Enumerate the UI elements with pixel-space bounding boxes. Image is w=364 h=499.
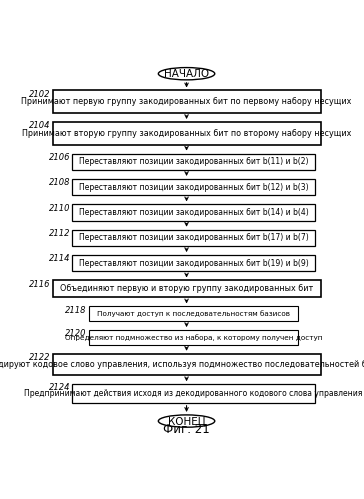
FancyBboxPatch shape: [72, 230, 315, 246]
Text: НАЧАЛО: НАЧАЛО: [164, 69, 209, 79]
FancyBboxPatch shape: [72, 179, 315, 195]
Text: 2104: 2104: [29, 121, 50, 130]
Text: Принимают первую группу закодированных бит по первому набору несущих: Принимают первую группу закодированных б…: [21, 97, 352, 106]
Text: Фиг. 21: Фиг. 21: [163, 423, 210, 436]
Text: Переставляют позиции закодированных бит b(11) и b(2): Переставляют позиции закодированных бит …: [79, 157, 308, 166]
Text: 2120: 2120: [66, 329, 87, 338]
Text: КОНЕЦ: КОНЕЦ: [168, 416, 205, 426]
Text: Объединяют первую и вторую группу закодированных бит: Объединяют первую и вторую группу закоди…: [60, 284, 313, 293]
FancyBboxPatch shape: [72, 154, 315, 170]
Text: 2114: 2114: [48, 254, 70, 263]
Text: 2110: 2110: [48, 204, 70, 213]
Text: Переставляют позиции закодированных бит b(19) и b(9): Переставляют позиции закодированных бит …: [79, 259, 308, 268]
Text: 2108: 2108: [48, 178, 70, 187]
FancyBboxPatch shape: [89, 306, 298, 321]
FancyBboxPatch shape: [72, 204, 315, 221]
Text: 2118: 2118: [66, 305, 87, 314]
Text: Принимают вторую группу закодированных бит по второму набору несущих: Принимают вторую группу закодированных б…: [22, 129, 351, 138]
Text: 2122: 2122: [29, 353, 50, 362]
Text: Декодируют кодовое слово управления, используя подмножество последовательностей : Декодируют кодовое слово управления, исп…: [0, 360, 364, 369]
Ellipse shape: [158, 415, 215, 427]
Text: Получают доступ к последовательностям базисов: Получают доступ к последовательностям ба…: [97, 310, 290, 317]
Text: 2106: 2106: [48, 153, 70, 162]
FancyBboxPatch shape: [89, 330, 298, 345]
Text: Предпринимают действия исходя из декодированного кодового слова управления: Предпринимают действия исходя из декодир…: [24, 389, 363, 398]
Ellipse shape: [158, 67, 215, 80]
FancyBboxPatch shape: [52, 280, 321, 297]
Text: Переставляют позиции закодированных бит b(12) и b(3): Переставляют позиции закодированных бит …: [79, 183, 308, 192]
FancyBboxPatch shape: [72, 384, 315, 403]
FancyBboxPatch shape: [52, 122, 321, 145]
Text: Определяют подмножество из набора, к которому получен доступ: Определяют подмножество из набора, к кот…: [65, 334, 323, 341]
Text: Переставляют позиции закодированных бит b(14) и b(4): Переставляют позиции закодированных бит …: [79, 208, 308, 217]
Text: 2102: 2102: [29, 90, 50, 99]
FancyBboxPatch shape: [52, 90, 321, 113]
Text: 2116: 2116: [29, 279, 50, 289]
Text: 2112: 2112: [48, 229, 70, 238]
Text: 2124: 2124: [48, 383, 70, 392]
FancyBboxPatch shape: [52, 354, 321, 375]
Text: Переставляют позиции закодированных бит b(17) и b(7): Переставляют позиции закодированных бит …: [79, 234, 308, 243]
FancyBboxPatch shape: [72, 255, 315, 271]
